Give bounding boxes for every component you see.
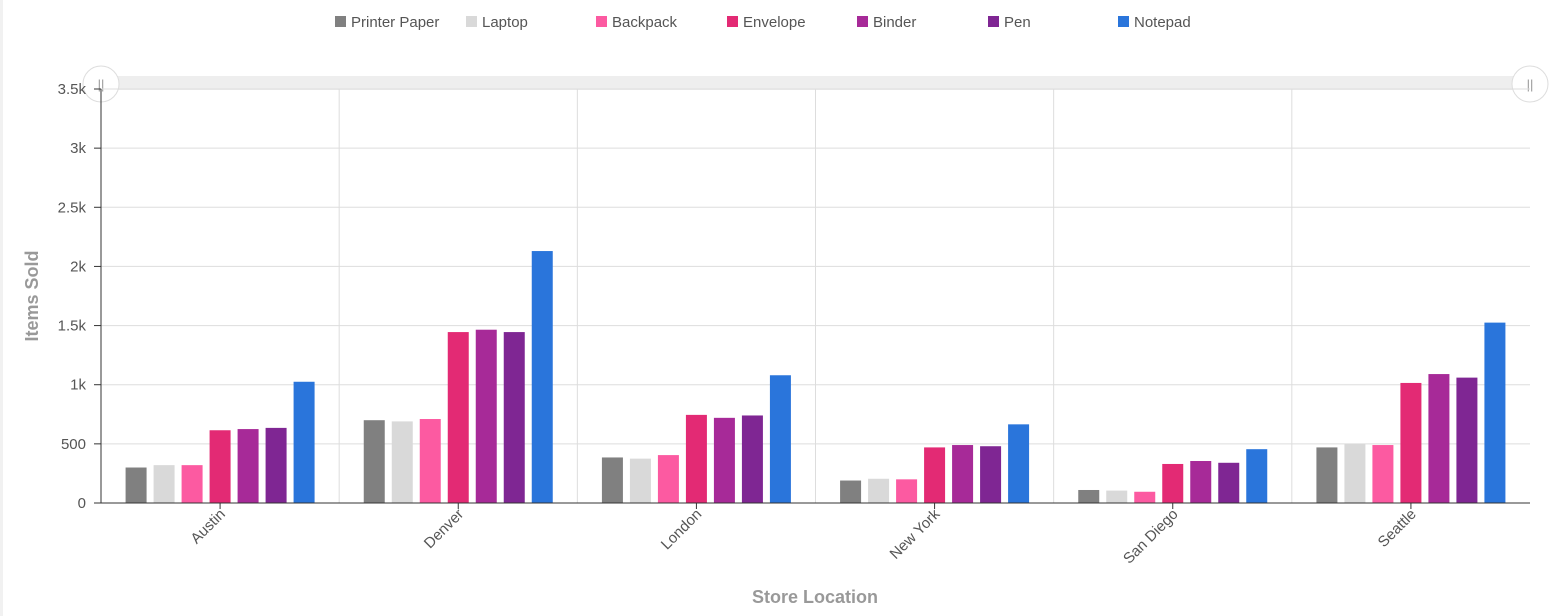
- bar[interactable]: [447, 332, 469, 503]
- legend-label: Laptop: [482, 14, 528, 31]
- legend-item[interactable]: Envelope: [727, 14, 806, 31]
- bar[interactable]: [1218, 462, 1240, 503]
- bar[interactable]: [363, 420, 385, 503]
- bar[interactable]: [209, 430, 231, 503]
- legend-item[interactable]: Printer Paper: [335, 14, 439, 31]
- scrollbar-track[interactable]: [96, 76, 1530, 90]
- scrollbar-left-grip[interactable]: ||: [82, 65, 120, 103]
- y-tick-label: 1.5k: [58, 318, 87, 335]
- chart-axes: [94, 89, 1530, 504]
- x-tick-label: San Diego: [1120, 506, 1182, 568]
- bar[interactable]: [1078, 489, 1100, 503]
- y-tick-label: 3.5k: [58, 81, 87, 98]
- y-tick-label: 500: [61, 436, 86, 453]
- bar[interactable]: [265, 427, 287, 503]
- bar[interactable]: [1190, 461, 1212, 503]
- legend-item[interactable]: Notepad: [1118, 14, 1191, 31]
- bar[interactable]: [1400, 382, 1422, 503]
- legend-swatch: [466, 16, 477, 27]
- bar[interactable]: [1344, 443, 1366, 503]
- legend-label: Binder: [873, 14, 916, 31]
- bar[interactable]: [1134, 491, 1156, 503]
- bar[interactable]: [293, 381, 315, 503]
- bar[interactable]: [657, 455, 679, 503]
- bar[interactable]: [741, 415, 763, 503]
- page-left-edge: [0, 0, 3, 616]
- bar[interactable]: [868, 478, 890, 503]
- bar[interactable]: [125, 467, 147, 503]
- bar[interactable]: [896, 479, 918, 503]
- bar[interactable]: [1428, 374, 1450, 503]
- y-axis-ticks: 0 500 1k 1.5k 2k 2.5k 3k 3.5k: [58, 81, 101, 512]
- bar[interactable]: [1316, 447, 1338, 503]
- bar[interactable]: [237, 429, 259, 503]
- legend-label: Printer Paper: [351, 14, 439, 31]
- legend-item[interactable]: Backpack: [596, 14, 678, 31]
- grip-right-icon: ||: [1527, 77, 1534, 92]
- bar[interactable]: [685, 414, 707, 503]
- bar[interactable]: [1162, 463, 1184, 503]
- x-tick-label: Austin: [187, 506, 229, 548]
- legend-swatch: [335, 16, 346, 27]
- y-tick-label: 2k: [70, 258, 86, 275]
- legend-swatch: [857, 16, 868, 27]
- grip-left-icon: ||: [98, 77, 105, 92]
- bar[interactable]: [629, 458, 651, 503]
- bar[interactable]: [419, 419, 441, 503]
- bar[interactable]: [1484, 322, 1506, 503]
- legend-swatch: [596, 16, 607, 27]
- y-tick-label: 3k: [70, 140, 86, 157]
- scrollbar-right-grip[interactable]: ||: [1511, 65, 1549, 103]
- legend-swatch: [727, 16, 738, 27]
- x-tick-label: Denver: [421, 506, 467, 552]
- chart-bars: [125, 251, 1506, 503]
- bar[interactable]: [391, 421, 413, 503]
- y-axis-title: Items Sold: [22, 250, 42, 341]
- legend-label: Notepad: [1134, 14, 1191, 31]
- bar[interactable]: [181, 465, 203, 503]
- bar[interactable]: [475, 329, 497, 503]
- bar[interactable]: [840, 480, 862, 503]
- x-tick-label: Seattle: [1375, 506, 1420, 551]
- bar[interactable]: [601, 457, 623, 503]
- chart-legend[interactable]: Printer Paper Laptop Backpack Envelope Binde…: [335, 14, 1191, 31]
- bar[interactable]: [952, 445, 974, 503]
- legend-item[interactable]: Binder: [857, 14, 916, 31]
- x-tick-label: London: [658, 506, 705, 553]
- legend-item[interactable]: Laptop: [466, 14, 528, 31]
- legend-swatch: [1118, 16, 1129, 27]
- x-axis-ticks: Austin Denver London New York San Diego Seatt…: [187, 503, 1420, 568]
- bar[interactable]: [769, 375, 791, 503]
- legend-label: Envelope: [743, 14, 806, 31]
- y-tick-label: 0: [78, 495, 86, 512]
- bar[interactable]: [980, 446, 1002, 503]
- bar[interactable]: [1008, 424, 1030, 503]
- bar[interactable]: [531, 251, 553, 503]
- legend-label: Backpack: [612, 14, 678, 31]
- bar[interactable]: [924, 447, 946, 503]
- legend-label: Pen: [1004, 14, 1031, 31]
- y-tick-label: 1k: [70, 377, 86, 394]
- legend-item[interactable]: Pen: [988, 14, 1031, 31]
- x-axis-title: Store Location: [752, 587, 878, 607]
- x-tick-label: New York: [887, 505, 944, 562]
- bar[interactable]: [1372, 445, 1394, 503]
- chart-grid: [101, 88, 1530, 503]
- bar[interactable]: [1106, 490, 1128, 503]
- horizontal-scrollbar[interactable]: || ||: [82, 65, 1549, 103]
- bar[interactable]: [713, 417, 735, 503]
- legend-swatch: [988, 16, 999, 27]
- bar[interactable]: [1246, 449, 1268, 503]
- y-tick-label: 2.5k: [58, 199, 87, 216]
- bar[interactable]: [1456, 377, 1478, 503]
- bar[interactable]: [153, 465, 175, 503]
- bar[interactable]: [503, 332, 525, 503]
